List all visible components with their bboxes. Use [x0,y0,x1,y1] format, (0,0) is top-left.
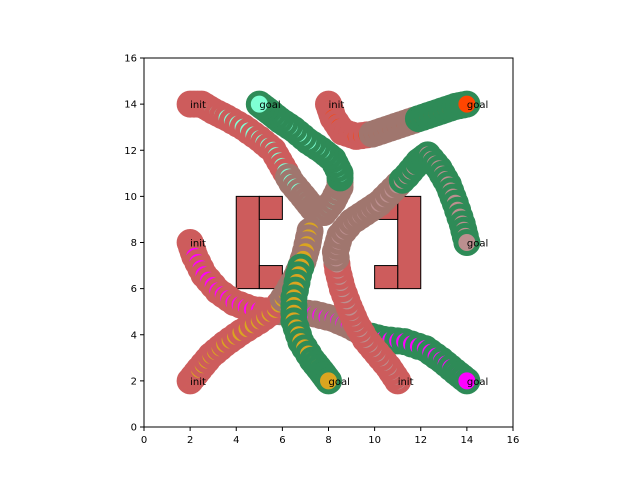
obstacle-block [258,195,283,220]
y-tick-label: 12 [124,146,137,157]
x-tick-label: 2 [187,435,193,446]
obstacle-block [374,265,399,290]
obstacles [235,195,422,290]
point-annotation: init [190,100,206,111]
x-tick-label: 14 [461,435,474,446]
point-annotation: init [190,377,206,388]
trajectory-point [453,90,481,118]
x-tick-label: 0 [141,435,147,446]
trajectory-point [453,229,481,256]
point-annotation: init [190,239,206,250]
trajectory-point [245,90,273,118]
point-annotation: goal [467,100,488,111]
trajectory-point [315,367,342,395]
point-annotation: goal [259,100,280,111]
point-annotation: init [329,100,345,111]
obstacle-block [397,195,422,290]
x-tick-label: 10 [368,435,381,446]
x-tick-label: 4 [233,435,239,446]
y-tick-label: 14 [124,100,137,111]
x-tick-label: 8 [325,435,331,446]
point-annotation: init [398,377,414,388]
y-tick-label: 4 [131,330,137,341]
y-tick-label: 16 [124,54,137,65]
x-tick-label: 16 [507,435,520,446]
trajectories [176,90,481,395]
x-tick-label: 12 [414,435,427,446]
x-axis: 0 2 4 6 8 10 12 14 16 [141,427,520,446]
y-tick-label: 8 [131,238,137,249]
point-annotation: goal [329,377,350,388]
y-tick-label: 0 [131,423,137,434]
point-annotation: goal [467,377,488,388]
trajectory-point [453,367,481,395]
x-tick-label: 6 [279,435,285,446]
point-annotation: goal [467,239,488,250]
y-tick-label: 10 [124,192,137,203]
y-tick-label: 6 [131,284,137,295]
obstacle-block [235,195,260,290]
y-tick-label: 2 [131,376,137,387]
y-axis: 0 2 4 6 8 10 12 14 16 [124,54,144,434]
annotations: init goal init goal init goal init goal init goal [190,100,488,388]
